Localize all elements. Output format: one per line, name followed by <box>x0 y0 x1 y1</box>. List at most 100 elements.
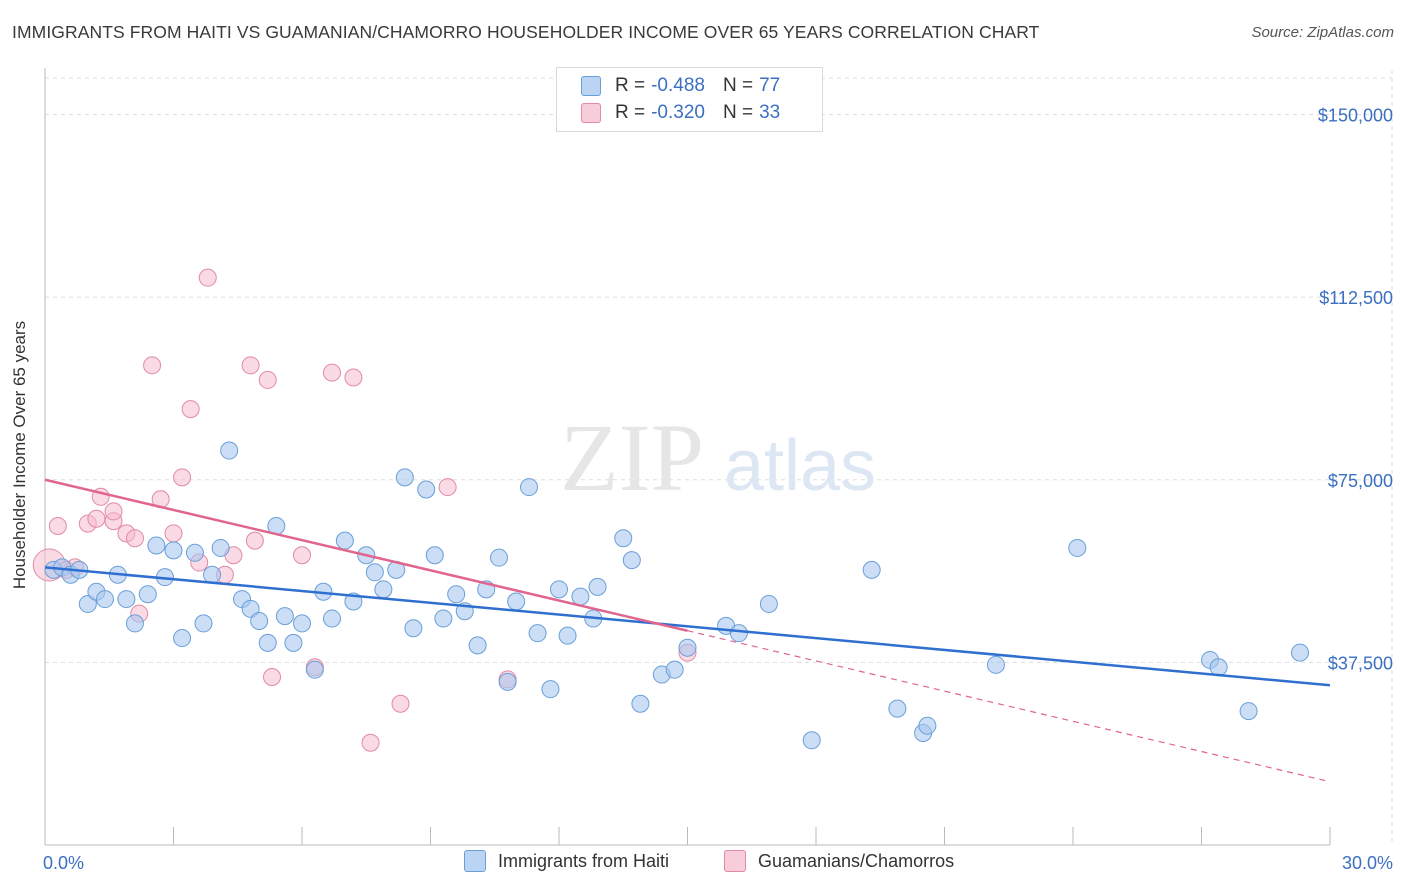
data-point-haiti <box>417 480 436 499</box>
trend-line-haiti <box>44 566 1331 687</box>
watermark-atlas: atlas <box>724 426 876 506</box>
legend-n-label: N = <box>722 102 754 123</box>
data-point-haiti <box>622 551 641 570</box>
data-point-chamorro <box>87 509 106 528</box>
x-tick-label: 0.0% <box>43 853 84 873</box>
axes <box>44 68 1331 846</box>
data-point-haiti <box>498 672 517 691</box>
data-point-haiti <box>147 536 166 555</box>
legend-row-chamorro: R = -0.320 N = 33 <box>581 101 780 125</box>
data-point-chamorro <box>198 268 217 287</box>
data-point-haiti <box>918 716 937 735</box>
data-point-haiti <box>434 609 453 628</box>
chart-source: Source: ZipAtlas.com <box>1251 24 1394 41</box>
data-point-haiti <box>250 611 269 630</box>
series-legend: Immigrants from Haiti Guamanians/Chamorr… <box>0 850 1406 878</box>
legend-swatch-pink <box>581 103 601 123</box>
data-point-haiti <box>404 619 423 638</box>
data-point-haiti <box>173 629 192 648</box>
data-point-haiti <box>241 599 260 618</box>
trend-line-chamorro <box>44 478 688 632</box>
data-point-haiti <box>665 660 684 679</box>
y-tick-label: $75,000 <box>1328 471 1393 491</box>
x-tick-label: 30.0% <box>1342 853 1393 873</box>
data-point-chamorro <box>344 368 363 387</box>
data-point-chamorro <box>258 370 277 389</box>
watermark-zip: ZIP <box>560 404 704 511</box>
data-point-haiti <box>395 468 414 487</box>
data-point-haiti <box>520 478 539 497</box>
data-point-haiti <box>1239 702 1258 721</box>
data-point-haiti <box>1209 658 1228 677</box>
data-point-haiti <box>275 607 294 626</box>
data-point-haiti <box>258 633 277 652</box>
data-point-haiti <box>729 624 748 643</box>
data-point-haiti <box>541 680 560 699</box>
data-point-haiti <box>322 609 341 628</box>
data-point-haiti <box>1068 538 1087 557</box>
data-point-haiti <box>220 441 239 460</box>
data-point-haiti <box>125 614 144 633</box>
data-point-chamorro <box>173 468 192 487</box>
data-point-chamorro <box>361 733 380 752</box>
data-point-haiti <box>614 529 633 548</box>
legend-label-chamorro: Guamanians/Chamorros <box>758 850 955 871</box>
data-point-chamorro <box>48 517 67 536</box>
data-point-chamorro <box>438 478 457 497</box>
correlation-legend: R = -0.488 N = 77 R = -0.320 N = 33 <box>556 67 823 132</box>
legend-swatch-blue <box>464 850 486 872</box>
data-point-haiti <box>1291 643 1310 662</box>
data-point-haiti <box>588 577 607 596</box>
data-point-chamorro <box>143 356 162 375</box>
data-point-haiti <box>185 543 204 562</box>
data-point-haiti <box>211 538 230 557</box>
legend-row-haiti: R = -0.488 N = 77 <box>581 74 780 98</box>
data-point-haiti <box>468 636 487 655</box>
data-point-haiti <box>986 655 1005 674</box>
y-tick-label: $150,000 <box>1318 106 1393 126</box>
legend-n-label: N = <box>722 75 754 96</box>
legend-n-value: 77 <box>759 75 781 96</box>
data-point-haiti <box>95 590 114 609</box>
data-point-haiti <box>203 565 222 584</box>
legend-swatch-blue <box>581 76 601 96</box>
legend-r-label: R = <box>615 75 646 96</box>
legend-n-value: 33 <box>759 102 781 123</box>
data-point-haiti <box>138 585 157 604</box>
y-tick-label: $37,500 <box>1328 653 1393 673</box>
data-point-haiti <box>305 660 324 679</box>
data-point-haiti <box>550 580 568 599</box>
data-point-haiti <box>78 594 97 613</box>
data-point-haiti <box>374 580 393 599</box>
data-point-chamorro <box>263 667 282 686</box>
data-point-haiti <box>759 594 778 613</box>
data-point-haiti <box>528 624 547 643</box>
data-point-haiti <box>447 585 466 604</box>
trend-line-chamorro-extension <box>687 630 1331 783</box>
data-point-chamorro <box>181 400 200 419</box>
chart-title: IMMIGRANTS FROM HAITI VS GUAMANIAN/CHAMO… <box>12 22 1040 42</box>
data-point-chamorro <box>125 529 144 548</box>
data-point-chamorro <box>391 694 410 713</box>
legend-label-haiti: Immigrants from Haiti <box>498 850 670 871</box>
data-point-chamorro <box>293 546 311 565</box>
legend-item-chamorro: Guamanians/Chamorros <box>724 850 954 872</box>
data-point-haiti <box>888 699 907 718</box>
data-point-haiti <box>293 614 311 633</box>
trend-lines <box>44 478 1331 783</box>
legend-r-value: -0.488 <box>651 75 705 96</box>
legend-r-label: R = <box>615 102 646 123</box>
data-point-haiti <box>425 546 444 565</box>
data-point-haiti <box>164 541 183 560</box>
legend-item-haiti: Immigrants from Haiti <box>464 850 669 872</box>
data-point-chamorro <box>104 502 123 521</box>
y-axis-label: Householder Income Over 65 years <box>10 320 29 590</box>
gridlines <box>45 70 1393 845</box>
data-point-haiti <box>365 563 384 582</box>
data-point-haiti <box>284 633 303 652</box>
legend-r-value: -0.320 <box>651 102 705 123</box>
data-point-haiti <box>507 592 526 611</box>
tick-labels: $37,500 $75,000 $112,500 $150,000 0.0% 30.0% <box>43 106 1393 873</box>
data-point-haiti <box>802 731 821 750</box>
